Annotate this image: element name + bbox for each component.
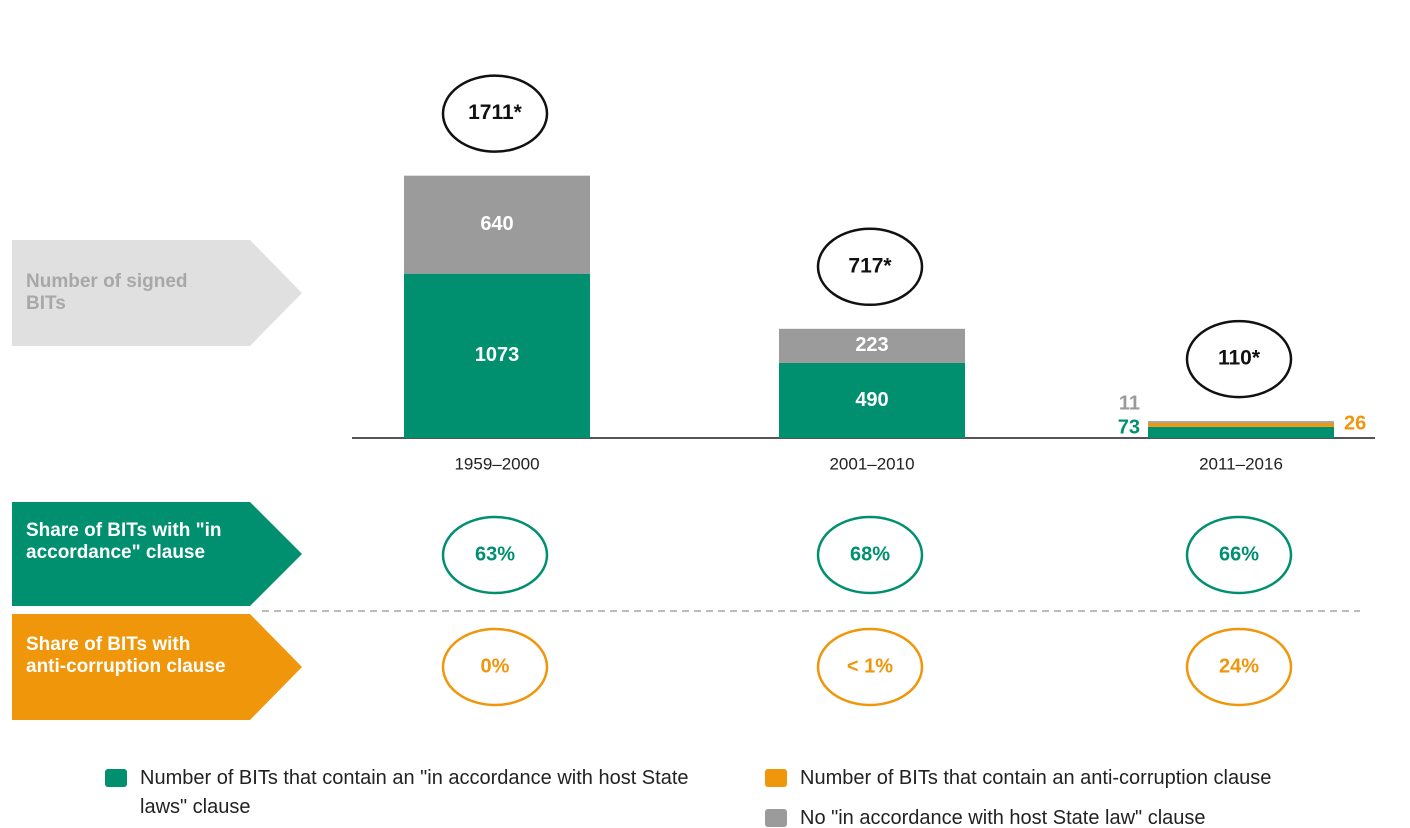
- bar-segment: [1148, 422, 1334, 427]
- total-label: 110*: [1218, 347, 1261, 370]
- share-badge: [1185, 515, 1293, 595]
- x-tick-label: 1959–2000: [454, 454, 539, 473]
- row-arrow: [12, 240, 302, 346]
- legend-label: Number of BITs that contain an "in accor…: [140, 767, 689, 818]
- total-label: 717*: [848, 254, 892, 277]
- legend-swatch: [765, 809, 787, 827]
- value-label: 1073: [475, 344, 520, 366]
- x-tick-label: 2011–2016: [1199, 454, 1283, 473]
- row-label: Number of signed BITs: [26, 271, 188, 314]
- legend-label: Number of BITs that contain an anti-corr…: [800, 767, 1272, 789]
- bar-segment: [779, 328, 965, 363]
- share-value: 0%: [481, 655, 510, 677]
- total-badge: [816, 227, 924, 307]
- share-value: 63%: [475, 543, 515, 565]
- value-label: 26: [1344, 412, 1366, 434]
- share-badge: [816, 515, 924, 595]
- total-label: 1711*: [468, 101, 523, 124]
- share-value: < 1%: [847, 655, 893, 677]
- share-badge: [441, 627, 549, 707]
- value-label: 640: [480, 213, 513, 235]
- value-label: 223: [855, 334, 888, 356]
- x-tick-label: 2001–2010: [829, 454, 914, 473]
- share-badge: [441, 515, 549, 595]
- share-badge: [816, 627, 924, 707]
- value-label: 11: [1119, 392, 1140, 414]
- share-value: 66%: [1219, 543, 1259, 565]
- share-value: 68%: [850, 543, 890, 565]
- legend-swatch: [105, 769, 127, 787]
- row-arrow: [12, 614, 302, 720]
- legend-swatch: [765, 769, 787, 787]
- value-label: 490: [855, 389, 888, 411]
- row-arrow: [12, 502, 302, 606]
- bar-segment: [1148, 421, 1334, 423]
- row-label: Share of BITs with "in accordance" claus…: [26, 520, 222, 563]
- bar-segment: [404, 175, 590, 274]
- share-badge: [1185, 627, 1293, 707]
- value-label: 73: [1118, 416, 1140, 438]
- total-badge: [441, 74, 549, 153]
- bar-segment: [779, 362, 965, 438]
- row-label: Share of BITs with anti-corruption claus…: [26, 634, 226, 677]
- bar-segment: [404, 273, 590, 438]
- share-value: 24%: [1219, 655, 1259, 677]
- total-badge: [1185, 319, 1293, 399]
- legend-label: No "in accordance with host State law" c…: [800, 807, 1206, 828]
- bar-segment: [1148, 426, 1334, 438]
